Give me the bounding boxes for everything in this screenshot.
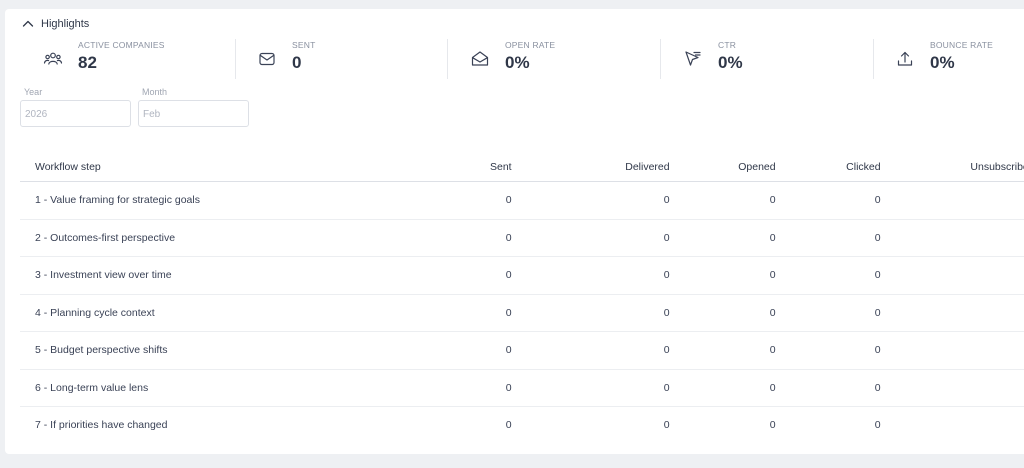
kpi-label: SENT [292,40,316,50]
highlights-card: Highlights ACTIVE COMPANIES 82 [5,9,1024,454]
cell-delivered: 0 [511,369,670,407]
kpi-label: BOUNCE RATE [930,40,993,50]
table-row[interactable]: 6 - Long-term value lens 0 0 0 0 0 [20,369,1024,407]
cell-sent: 0 [490,331,512,370]
users-icon [43,52,63,65]
cell-unsubscribed: 0 [880,219,1024,257]
kpi-divider [660,39,661,79]
cell-clicked: 0 [775,294,881,332]
cell-opened: 0 [669,219,776,257]
cell-opened: 0 [669,331,776,370]
cell-sent: 0 [490,256,512,295]
month-label: Month [142,87,168,97]
cell-opened: 0 [769,419,776,432]
cell-clicked: 0 [775,181,881,220]
kpi-value: 0 [292,53,302,72]
table-row[interactable]: 2 - Outcomes-first perspective 0 0 0 0 0 [20,219,1024,257]
kpi-label: OPEN RATE [505,40,556,50]
workflow-table: Workflow step Sent Delivered Opened Clic… [20,152,1024,444]
cell-sent: 0 [490,219,512,257]
kpi-active-companies: ACTIVE COMPANIES 82 [43,37,233,81]
cell-step: 4 - Planning cycle context [20,294,490,332]
envelope-icon [259,52,275,66]
cell-unsubscribed: 0 [880,369,1024,407]
cell-step: 6 - Long-term value lens [20,369,490,407]
column-header-sent[interactable]: Sent [490,152,512,182]
highlights-toggle[interactable]: Highlights [21,17,89,31]
kpi-ctr: CTR 0% [683,37,873,81]
cell-opened: 0 [669,181,776,220]
cell-step: 5 - Budget perspective shifts [20,331,490,370]
cell-unsubscribed: 0 [880,294,1024,332]
cell-clicked: 0 [775,331,881,370]
table-header-row: Workflow step Sent Delivered Opened Clic… [20,152,1024,182]
envelope-open-icon [471,51,489,66]
cell-sent: 0 [490,294,512,332]
kpi-divider [235,39,236,79]
cell-step: 1 - Value framing for strategic goals [20,181,490,220]
table-row[interactable]: 3 - Investment view over time 0 0 0 0 0 [20,256,1024,295]
cell-delivered: 0 [511,294,670,332]
cell-unsubscribed: 0 [880,331,1024,370]
month-select[interactable]: Feb [138,100,249,127]
kpi-value: 82 [78,53,97,72]
cell-unsubscribed: 0 [881,407,1024,444]
kpi-value: 0% [930,53,955,72]
chevron-up-icon [22,20,34,27]
kpi-bounce-rate: BOUNCE RATE 0% [895,37,1024,81]
cell-clicked: 0 [775,369,881,407]
cell-unsubscribed: 0 [880,181,1024,220]
table-row[interactable]: 4 - Planning cycle context 0 0 0 0 0 [20,294,1024,332]
kpi-row: ACTIVE COMPANIES 82 SENT 0 [5,37,1024,81]
kpi-label: CTR [718,40,737,50]
column-header-unsubscribed[interactable]: Unsubscribed [880,152,1024,182]
cell-opened: 0 [669,369,776,407]
cell-clicked: 0 [775,256,881,295]
cell-clicked: 0 [874,419,881,432]
year-select[interactable]: 2026 [20,100,131,127]
cell-sent: 0 [490,181,512,220]
highlights-title: Highlights [41,18,90,30]
cell-sent: 0 [505,419,512,432]
kpi-value: 0% [718,53,743,72]
table-row[interactable]: 7 - If priorities have changed 0 0 0 0 0 [20,407,1024,444]
cell-delivered: 0 [511,331,670,370]
kpi-sent: SENT 0 [257,37,447,81]
column-header-clicked[interactable]: Clicked [775,152,881,182]
kpi-value: 0% [505,53,530,72]
month-filter: Month Feb [138,86,249,127]
table-row[interactable]: 5 - Budget perspective shifts 0 0 0 0 0 [20,331,1024,370]
column-header-workflow-step[interactable]: Workflow step [20,152,490,182]
kpi-open-rate: OPEN RATE 0% [470,37,660,81]
cell-step: 7 - If priorities have changed [35,419,168,432]
kpi-divider [447,39,448,79]
cell-delivered: 0 [663,419,670,432]
cell-opened: 0 [669,256,776,295]
kpi-label: ACTIVE COMPANIES [78,40,165,50]
column-header-opened[interactable]: Opened [669,152,776,182]
upload-icon [897,51,913,66]
cell-opened: 0 [669,294,776,332]
cell-delivered: 0 [511,181,670,220]
table-row[interactable]: 1 - Value framing for strategic goals 0 … [20,181,1024,220]
cell-sent: 0 [490,369,512,407]
cell-clicked: 0 [775,219,881,257]
cell-delivered: 0 [511,219,670,257]
year-label: Year [24,87,43,97]
kpi-divider [873,39,874,79]
cell-unsubscribed: 0 [880,256,1024,295]
cell-delivered: 0 [511,256,670,295]
year-filter: Year 2026 [20,86,131,127]
cell-step: 2 - Outcomes-first perspective [20,219,490,257]
cursor-click-icon [685,51,701,66]
column-header-delivered[interactable]: Delivered [511,152,670,182]
cell-step: 3 - Investment view over time [20,256,490,295]
